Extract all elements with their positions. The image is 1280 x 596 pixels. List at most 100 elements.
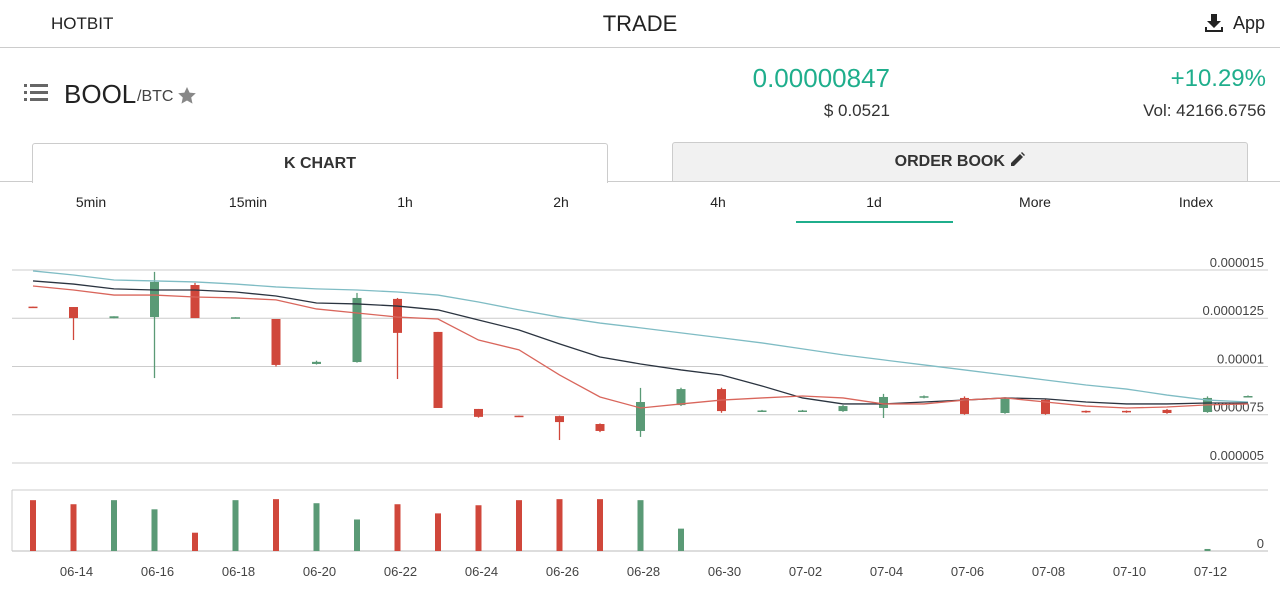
x-tick-label: 06-30 <box>708 564 741 579</box>
volume-bar <box>232 500 239 551</box>
volume-bar <box>273 499 279 551</box>
change: +10.29% <box>1170 65 1266 92</box>
candle-body <box>1162 409 1172 414</box>
x-tick-label: 07-06 <box>951 564 984 579</box>
candle-body <box>1081 410 1091 413</box>
tab-label: K CHART <box>284 155 356 172</box>
moving-average-line <box>32 270 1249 403</box>
interval[interactable]: More <box>1019 194 1051 210</box>
candle-body <box>798 410 807 412</box>
volume-bar <box>394 504 401 551</box>
x-tick-label: 06-18 <box>222 564 255 579</box>
candle-body <box>555 416 564 423</box>
usd-price: $ 0.0521 <box>823 101 890 120</box>
x-tick-label: 06-20 <box>303 564 336 579</box>
header-border <box>0 47 1280 48</box>
candle-body <box>1000 398 1010 414</box>
volume-bar <box>30 500 36 551</box>
volume-bar <box>435 513 441 551</box>
volume-bar <box>678 528 684 551</box>
moving-average-line <box>32 285 1249 409</box>
tab-border <box>0 181 1280 182</box>
candle-body <box>757 410 767 412</box>
volume-bar <box>192 532 198 551</box>
interval[interactable]: 1d <box>866 194 882 210</box>
candle-body <box>433 331 443 408</box>
favorite-star[interactable] <box>178 87 196 104</box>
candle-body <box>514 415 524 418</box>
interval[interactable]: 4h <box>710 194 726 210</box>
candle-body <box>838 406 848 412</box>
volume-bar <box>354 519 360 551</box>
volume-bar <box>637 500 644 551</box>
candle-body <box>1041 399 1050 414</box>
volume-bar <box>597 499 603 551</box>
candle-body <box>474 408 483 417</box>
x-tick-label: 06-28 <box>627 564 660 579</box>
menu-icon[interactable] <box>24 83 48 103</box>
candle-body <box>919 396 929 398</box>
y-tick-label: 0.0000125 <box>1203 303 1264 318</box>
active-interval-underline <box>796 221 953 223</box>
candle-body <box>109 316 119 319</box>
x-tick-label: 07-02 <box>789 564 822 579</box>
app-link[interactable]: App <box>1233 13 1266 33</box>
x-tick-label: 07-04 <box>870 564 903 579</box>
volume-bar <box>111 500 117 551</box>
tab-k-chart[interactable]: K CHART <box>32 143 608 183</box>
tab-label: ORDER BOOK <box>894 153 1005 170</box>
x-tick-label: 06-24 <box>465 564 498 579</box>
symbol: BOOL <box>64 79 137 109</box>
candle-body <box>393 298 402 333</box>
y-tick-label: 0 <box>1257 536 1264 551</box>
x-tick-label: 06-16 <box>141 564 174 579</box>
page-title: TRADE <box>602 11 678 36</box>
candle-body <box>190 285 200 319</box>
candle-body <box>879 396 888 408</box>
interval[interactable]: 1h <box>397 194 413 210</box>
edit-icon <box>1011 152 1026 166</box>
y-tick-label: 0.00001 <box>1217 351 1264 366</box>
candle-body <box>231 317 240 319</box>
candle-body <box>676 389 686 406</box>
brand[interactable]: HOTBIT <box>51 14 114 33</box>
x-tick-label: 07-10 <box>1113 564 1146 579</box>
y-tick-label: 0.000015 <box>1210 255 1264 270</box>
candle-body <box>960 397 969 414</box>
candle-body <box>1243 396 1253 398</box>
candle-body <box>69 307 78 319</box>
candle-body <box>312 361 321 364</box>
volume-bar <box>313 503 320 551</box>
candle-body <box>1122 410 1131 413</box>
interval[interactable]: 2h <box>553 194 569 210</box>
candle-body <box>271 318 281 365</box>
x-tick-label: 06-26 <box>546 564 579 579</box>
candle-body <box>150 281 159 318</box>
x-tick-label: 07-08 <box>1032 564 1065 579</box>
candle-body <box>28 306 38 309</box>
candle-body <box>352 297 362 363</box>
interval[interactable]: 5min <box>75 194 107 210</box>
candle-body <box>636 401 645 431</box>
price: 0.00000847 <box>752 63 890 93</box>
volume-bar <box>516 500 522 551</box>
x-tick-label: 07-12 <box>1194 564 1227 579</box>
volume-bar <box>151 509 158 551</box>
volume-bar <box>1204 548 1211 551</box>
tab-order-book[interactable]: ORDER BOOK <box>672 142 1248 182</box>
volume-24h: Vol: 42166.6756 <box>1143 101 1266 120</box>
volume-bar <box>70 504 77 551</box>
x-tick-label: 06-14 <box>60 564 93 579</box>
interval[interactable]: 15min <box>228 194 268 210</box>
y-tick-label: 0.000005 <box>1210 448 1264 463</box>
moving-average-line <box>32 280 1248 405</box>
download-icon[interactable] <box>1204 13 1224 33</box>
interval[interactable]: Index <box>1178 194 1214 210</box>
pair: /BTC <box>137 88 174 105</box>
x-tick-label: 06-22 <box>384 564 417 579</box>
volume-bar <box>475 505 482 551</box>
candle-body <box>595 424 605 431</box>
volume-bar <box>556 499 563 551</box>
